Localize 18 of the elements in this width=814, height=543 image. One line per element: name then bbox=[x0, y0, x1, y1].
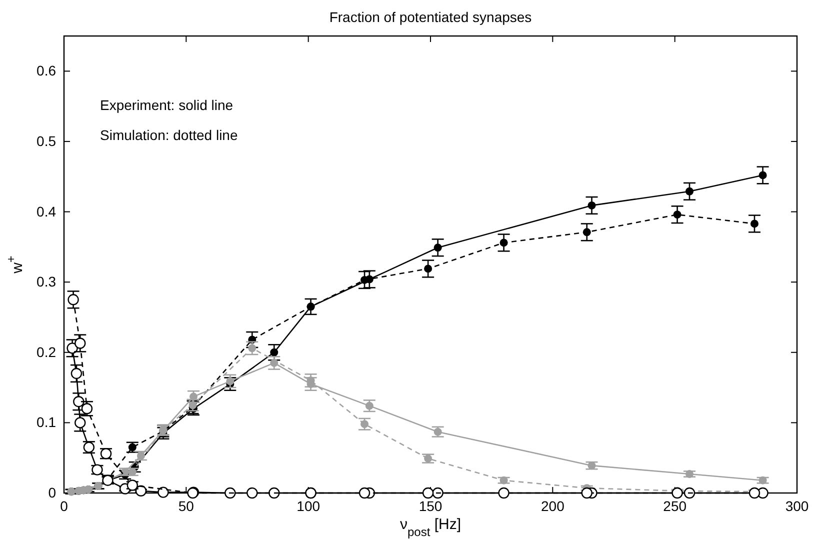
y-tick-label: 0.2 bbox=[36, 344, 56, 360]
y-tick-label: 0 bbox=[48, 484, 56, 500]
x-tick-label: 150 bbox=[418, 498, 442, 514]
y-tick-label: 0.6 bbox=[36, 62, 56, 79]
chart-title: Fraction of potentiated synapses bbox=[329, 9, 532, 25]
x-tick-label: 250 bbox=[663, 498, 687, 514]
y-tick-label: 0.1 bbox=[36, 414, 56, 430]
y-tick-label: 0.5 bbox=[36, 132, 56, 149]
x-tick-label: 300 bbox=[785, 498, 809, 514]
annotation: Simulation: dotted line bbox=[100, 127, 238, 143]
x-axis-title: ν$_{post}$ [Hz] bbox=[400, 516, 462, 539]
y-tick-label: 0.4 bbox=[36, 203, 56, 220]
x-tick-label: 50 bbox=[178, 498, 194, 514]
y-tick-label: 0.3 bbox=[36, 274, 56, 290]
x-tick-label: 200 bbox=[540, 498, 565, 514]
x-tick-label: 100 bbox=[296, 498, 320, 514]
x-tick-label: 0 bbox=[60, 498, 68, 514]
annotation: Experiment: solid line bbox=[100, 97, 234, 113]
